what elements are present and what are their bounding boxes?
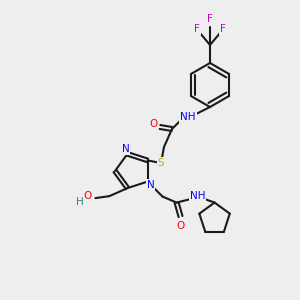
- Text: NH: NH: [190, 190, 205, 201]
- Text: H: H: [76, 197, 83, 207]
- Text: N: N: [147, 180, 154, 190]
- Text: O: O: [176, 220, 185, 231]
- Text: S: S: [158, 158, 164, 168]
- Text: N: N: [122, 144, 129, 154]
- Text: NH: NH: [180, 112, 196, 122]
- Text: O: O: [83, 191, 92, 201]
- Text: O: O: [149, 119, 157, 129]
- Text: F: F: [220, 24, 226, 34]
- Text: F: F: [194, 24, 200, 34]
- Text: F: F: [207, 14, 213, 24]
